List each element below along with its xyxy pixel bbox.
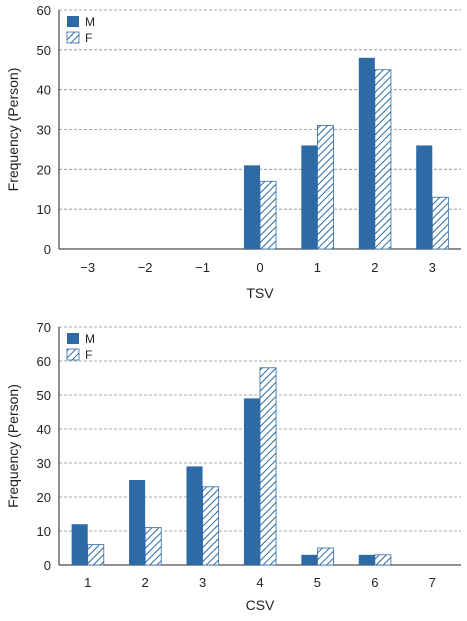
bar-m-3 [416,145,433,249]
y-tick-label: 0 [44,242,51,257]
bar-f-5 [317,547,334,566]
x-tick-label: 2 [371,260,378,275]
x-tick-label: −2 [138,260,153,275]
x-axis-title: TSV [246,285,274,301]
bar-m-2 [129,480,146,565]
x-tick-label: 1 [84,575,91,590]
bar-f-1 [317,125,334,250]
bar-m-3 [186,466,203,565]
y-tick-label: 50 [37,43,51,58]
y-tick-label: 40 [37,422,51,437]
bar-m-1 [301,145,318,249]
legend-label: M [85,15,95,29]
bar-f-0 [259,180,277,250]
x-tick-label: 3 [199,575,206,590]
bar-f-1 [87,544,105,566]
bar-f-2 [374,69,392,250]
x-tick-label: 7 [429,575,436,590]
y-tick-label: 30 [37,456,51,471]
y-axis-title: Frequency (Person) [5,384,21,508]
legend-label: F [85,31,92,45]
legend-label: F [85,348,92,362]
y-tick-label: 30 [37,123,51,138]
x-tick-label: 6 [371,575,378,590]
bar-f-4 [259,367,277,566]
x-axis-title: CSV [246,597,275,613]
bar-m-2 [358,57,375,249]
bar-f-3 [202,486,220,566]
y-tick-label: 60 [37,3,51,18]
x-tick-label: −1 [195,260,210,275]
bar-m-5 [301,554,318,565]
x-tick-label: 5 [314,575,321,590]
y-tick-label: 10 [37,524,51,539]
bar-f-6 [374,554,392,566]
legend-swatch-m [67,16,79,27]
x-tick-label: −3 [80,260,95,275]
y-tick-label: 70 [37,320,51,335]
y-tick-label: 60 [37,354,51,369]
y-axis-title: Frequency (Person) [5,68,21,192]
bar-f-2 [144,527,162,566]
y-tick-label: 20 [37,490,51,505]
bar-m-4 [243,398,260,565]
bar-m-6 [358,554,375,565]
y-tick-label: 40 [37,83,51,98]
x-tick-label: 0 [256,260,263,275]
x-tick-label: 2 [142,575,149,590]
x-tick-label: 4 [256,575,263,590]
bar-m-0 [243,165,260,249]
bar-f-3 [431,196,449,250]
y-tick-label: 0 [44,558,51,573]
legend-swatch-m [67,333,79,344]
y-tick-label: 50 [37,388,51,403]
y-tick-label: 10 [37,202,51,217]
bar-m-1 [71,524,88,565]
y-tick-label: 20 [37,162,51,177]
x-tick-label: 3 [429,260,436,275]
legend-label: M [85,332,95,346]
chart-1: 0 10 20 30 40 50 60 −3 −2 −1 0 1 2 3 TSV Frequency (Per… [5,3,461,301]
x-tick-label: 1 [314,260,321,275]
legend-swatch-f [66,348,80,361]
chart-2: 0 10 20 30 40 50 60 70 1 2 3 4 5 6 7 CSV Frequency (Pers… [5,320,461,613]
legend-swatch-f [66,31,80,44]
